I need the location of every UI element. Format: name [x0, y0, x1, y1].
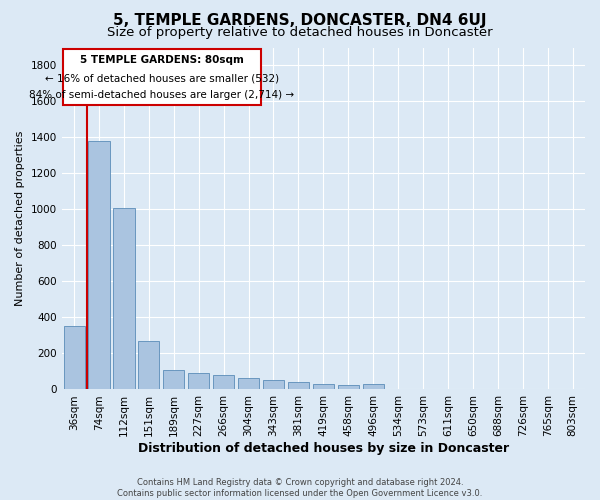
- Bar: [138, 341, 160, 390]
- Bar: [313, 384, 334, 390]
- X-axis label: Distribution of detached houses by size in Doncaster: Distribution of detached houses by size …: [138, 442, 509, 455]
- Bar: [238, 378, 259, 390]
- Bar: [163, 370, 184, 390]
- Y-axis label: Number of detached properties: Number of detached properties: [15, 131, 25, 306]
- Text: 5, TEMPLE GARDENS, DONCASTER, DN4 6UJ: 5, TEMPLE GARDENS, DONCASTER, DN4 6UJ: [113, 12, 487, 28]
- Text: 5 TEMPLE GARDENS: 80sqm: 5 TEMPLE GARDENS: 80sqm: [80, 56, 244, 66]
- Bar: [388, 388, 409, 390]
- Bar: [338, 385, 359, 390]
- Bar: [288, 382, 309, 390]
- Text: ← 16% of detached houses are smaller (532): ← 16% of detached houses are smaller (53…: [45, 74, 279, 84]
- Bar: [263, 380, 284, 390]
- FancyBboxPatch shape: [63, 50, 261, 105]
- Text: Contains HM Land Registry data © Crown copyright and database right 2024.
Contai: Contains HM Land Registry data © Crown c…: [118, 478, 482, 498]
- Bar: [64, 326, 85, 390]
- Text: Size of property relative to detached houses in Doncaster: Size of property relative to detached ho…: [107, 26, 493, 39]
- Bar: [88, 141, 110, 390]
- Text: 84% of semi-detached houses are larger (2,714) →: 84% of semi-detached houses are larger (…: [29, 90, 295, 100]
- Bar: [113, 208, 134, 390]
- Bar: [188, 374, 209, 390]
- Bar: [362, 384, 384, 390]
- Bar: [213, 375, 234, 390]
